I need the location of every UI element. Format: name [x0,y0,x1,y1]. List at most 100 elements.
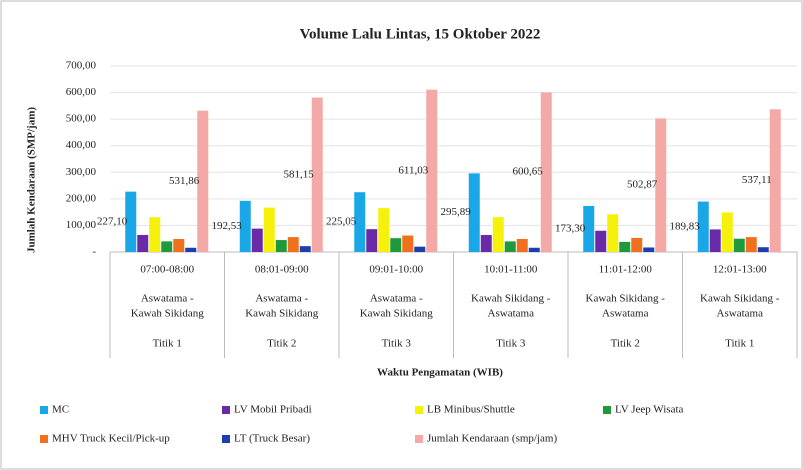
x-axis-title: Waktu Pengamatan (WIB) [377,367,503,379]
bar [745,237,757,252]
x-route-label: Aswatama [602,308,649,320]
bar [161,241,173,252]
bar [492,217,504,252]
legend-swatch [415,435,423,443]
legend-label: LV Jeep Wisata [615,404,684,416]
x-point-label: Titik 3 [382,338,412,350]
bar [426,89,438,253]
bar [757,247,769,252]
bar [137,234,149,252]
data-label: 225,05 [326,216,357,228]
x-route-label: Aswatama [717,308,764,320]
x-route-label: Aswatama [488,308,535,320]
bar [275,240,287,252]
bar [528,247,540,252]
y-tick-label: 700,00 [66,60,97,72]
bar [390,238,402,252]
data-label: 502,87 [627,179,658,191]
x-route-label: Kawah Sikidang - [586,293,666,305]
bar [125,191,137,252]
bar [607,214,619,252]
bar [366,229,378,252]
x-tick-label: 10:01-11:00 [484,264,538,276]
x-tick-label: 11:01-12:00 [599,264,653,276]
y-tick-label: 100,00 [66,219,97,231]
bar [468,173,480,252]
legend-label: LB Minibus/Shuttle [427,404,515,416]
bar [414,246,426,252]
bar [173,238,185,252]
data-label: 227,10 [97,215,128,227]
data-label: 600,65 [513,166,544,178]
bar [709,229,721,252]
y-tick-label: 500,00 [66,113,97,125]
x-point-label: Titik 2 [267,338,296,350]
y-tick-label: 200,00 [66,192,97,204]
x-route-label: Kawah Sikidang - [471,293,551,305]
bar [697,201,709,252]
legend-label: Jumlah Kendaraan (smp/jam) [427,433,557,445]
x-route-label: Kawah Sikidang - [700,293,780,305]
legend-label: LT (Truck Besar) [234,433,310,445]
legend-swatch [40,435,48,443]
x-tick-label: 09:01-10:00 [369,264,423,276]
x-tick-label: 07:00-08:00 [140,264,194,276]
legend-label: MC [52,404,69,416]
bar [354,192,366,252]
data-label: 611,03 [398,164,428,176]
x-point-label: Titik 1 [153,338,182,350]
x-tick-label: 12:01-13:00 [713,264,767,276]
y-axis-title: Jumlah Kendaraan (SMP/jam) [26,107,38,253]
bar [595,230,607,252]
bar [251,228,263,252]
bar [769,109,781,253]
bar [631,237,643,252]
x-point-label: Titik 2 [611,338,640,350]
x-route-label: Kawah Sikidang [360,308,434,320]
bar [287,237,299,252]
x-route-label: Aswatama - [141,293,194,305]
x-point-label: Titik 1 [725,338,754,350]
x-tick-label: 08:01-09:00 [255,264,309,276]
chart-title: Volume Lalu Lintas, 15 Oktober 2022 [300,26,541,42]
legend-swatch [222,435,230,443]
data-label: 192,53 [212,220,243,232]
bar [311,97,323,252]
y-tick-label: 400,00 [66,139,97,151]
x-route-label: Kawah Sikidang [245,308,319,320]
bar [721,212,733,252]
bar [239,200,251,252]
bar [299,246,311,252]
data-label: 295,89 [441,206,472,218]
bar [149,217,161,252]
x-route-label: Kawah Sikidang [131,308,205,320]
bar [540,92,552,252]
data-label: 537,11 [742,174,772,186]
bar [197,110,209,252]
data-label: 531,86 [169,175,200,187]
legend-swatch [603,406,611,414]
legend-label: LV Mobil Pribadi [234,404,312,416]
bar [583,205,595,252]
data-label: 173,30 [555,223,586,235]
x-route-label: Aswatama - [255,293,308,305]
data-label: 189,83 [670,220,701,232]
legend-swatch [222,406,230,414]
bar [263,207,275,252]
legend-swatch [40,406,48,414]
bar [402,235,414,252]
y-tick-label: 600,00 [66,86,97,98]
bar [504,241,516,252]
data-label: 581,15 [284,168,315,180]
bar [480,234,492,252]
bar [655,118,667,253]
bar [516,238,528,252]
legend-label: MHV Truck Kecil/Pick-up [52,433,170,445]
y-tick-label: - [92,246,96,258]
bar [185,247,197,252]
bar [643,247,655,252]
y-tick-label: 300,00 [66,166,97,178]
x-route-label: Aswatama - [370,293,423,305]
